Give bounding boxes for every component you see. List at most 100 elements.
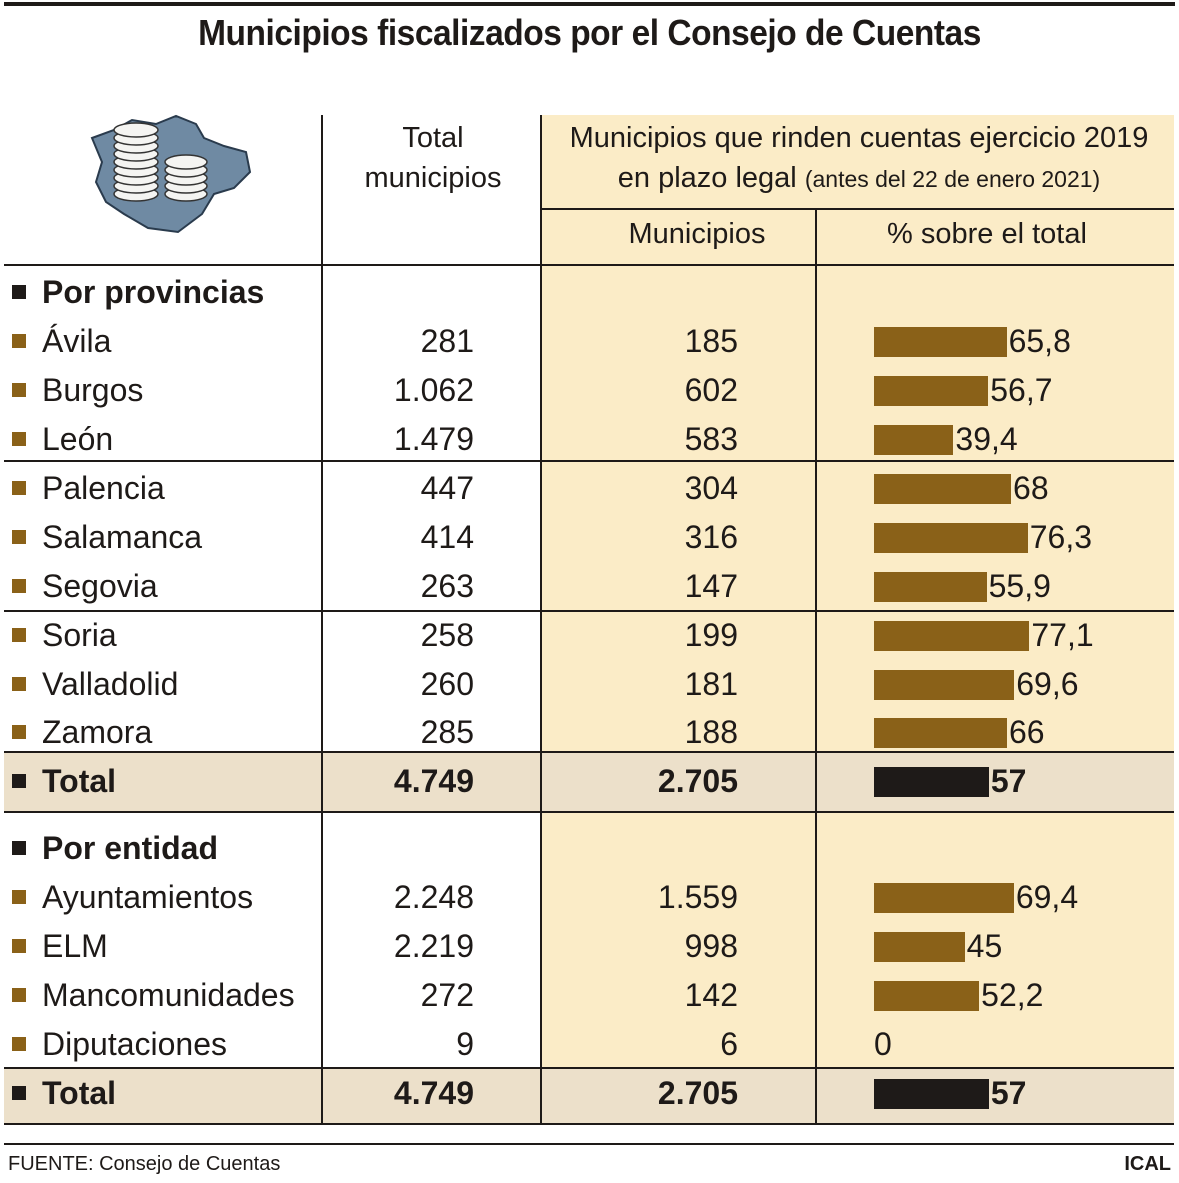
agency-credit: ICAL bbox=[1124, 1153, 1171, 1175]
percent-label: 55,9 bbox=[988, 568, 1051, 604]
municipios-value: 998 bbox=[684, 928, 738, 964]
row-label: Mancomunidades bbox=[42, 977, 295, 1013]
percent-label: 77,1 bbox=[1031, 617, 1094, 653]
rule bbox=[4, 264, 1174, 266]
total-municipios-value: 260 bbox=[420, 666, 474, 702]
table-row: Zamora 285 188 66 bbox=[0, 708, 1179, 756]
header-municipios: Municipios bbox=[628, 218, 766, 250]
table-row: Ayuntamientos 2.248 1.559 69,4 bbox=[0, 873, 1179, 921]
row-label: León bbox=[42, 421, 114, 457]
chart-title: Municipios fiscalizados por el Consejo d… bbox=[198, 12, 981, 53]
row-label: Palencia bbox=[42, 470, 165, 506]
percent-bar bbox=[874, 572, 987, 602]
square-bullet-icon bbox=[12, 890, 26, 904]
total-municipios-value: 2.248 bbox=[393, 879, 474, 915]
row-label: Valladolid bbox=[42, 666, 179, 702]
percent-bar bbox=[874, 981, 980, 1011]
table-row: Burgos 1.062 602 56,7 bbox=[0, 366, 1179, 414]
total-municipios-value: 414 bbox=[420, 519, 474, 555]
table-row: Valladolid 260 181 69,6 bbox=[0, 660, 1179, 708]
rule bbox=[4, 1143, 1174, 1145]
square-bullet-icon bbox=[12, 725, 26, 739]
table-row: Soria 258 199 77,1 bbox=[0, 611, 1179, 659]
percent-label: 66 bbox=[1008, 714, 1045, 750]
municipios-value: 316 bbox=[684, 519, 738, 555]
percent-bar bbox=[874, 376, 989, 406]
row-label: Salamanca bbox=[42, 519, 203, 555]
section-heading-row: Por entidad bbox=[0, 824, 1179, 872]
percent-bar bbox=[874, 767, 989, 797]
rule bbox=[4, 460, 1174, 462]
total-row: Total 4.749 2.705 57 bbox=[0, 1069, 1179, 1117]
total-municipios-value: 263 bbox=[420, 568, 474, 604]
percent-bar bbox=[874, 327, 1007, 357]
percent-label: 57 bbox=[990, 763, 1027, 799]
square-bullet-icon bbox=[12, 628, 26, 642]
municipios-value: 2.705 bbox=[657, 1075, 738, 1111]
rule bbox=[815, 208, 817, 1125]
percent-label: 57 bbox=[990, 1075, 1027, 1111]
table-row: Ávila 281 185 65,8 bbox=[0, 317, 1179, 365]
header-group: Municipios que rinden cuentas ejercicio … bbox=[569, 122, 1149, 194]
row-label: Zamora bbox=[42, 714, 153, 750]
total-municipios-value: 2.219 bbox=[393, 928, 474, 964]
source-note: FUENTE: Consejo de Cuentas bbox=[8, 1153, 281, 1175]
total-municipios-value: 272 bbox=[420, 977, 474, 1013]
percent-label: 45 bbox=[966, 928, 1003, 964]
square-bullet-icon bbox=[12, 579, 26, 593]
square-bullet-icon bbox=[12, 774, 26, 788]
percent-bar bbox=[874, 1079, 989, 1109]
rule bbox=[540, 115, 542, 1125]
percent-label: 69,6 bbox=[1016, 666, 1079, 702]
top-rule bbox=[4, 2, 1175, 6]
table-row: Mancomunidades 272 142 52,2 bbox=[0, 971, 1179, 1019]
percent-label: 68 bbox=[1013, 470, 1049, 506]
municipios-value: 304 bbox=[684, 470, 738, 506]
municipios-value: 147 bbox=[684, 568, 738, 604]
percent-bar bbox=[874, 474, 1012, 504]
square-bullet-icon bbox=[12, 334, 26, 348]
square-bullet-icon bbox=[12, 988, 26, 1002]
total-municipios-value: 1.479 bbox=[393, 421, 474, 457]
section-heading: Por provincias bbox=[42, 274, 265, 310]
table-row: Diputaciones 9 6 0 bbox=[0, 1020, 1179, 1068]
total-municipios-value: 4.749 bbox=[393, 1075, 474, 1111]
row-label: Total bbox=[42, 1075, 117, 1111]
municipios-value: 188 bbox=[684, 714, 738, 750]
total-municipios-value: 258 bbox=[420, 617, 474, 653]
rule bbox=[4, 1123, 1174, 1125]
municipios-value: 2.705 bbox=[657, 763, 738, 799]
row-label: Total bbox=[42, 763, 117, 799]
square-bullet-icon bbox=[12, 481, 26, 495]
municipios-value: 142 bbox=[684, 977, 738, 1013]
percent-bar bbox=[874, 932, 965, 962]
section-heading: Por entidad bbox=[42, 830, 219, 866]
percent-bar bbox=[874, 718, 1007, 748]
square-bullet-icon bbox=[12, 1037, 26, 1051]
square-bullet-icon bbox=[12, 939, 26, 953]
square-bullet-icon bbox=[12, 1086, 26, 1100]
percent-label: 52,2 bbox=[981, 977, 1044, 1013]
percent-bar bbox=[874, 883, 1014, 913]
percent-label: 0 bbox=[874, 1026, 892, 1062]
percent-label: 39,4 bbox=[955, 421, 1018, 457]
rule bbox=[321, 115, 323, 1125]
section-heading-row: Por provincias bbox=[0, 268, 1179, 316]
coins-map-icon bbox=[90, 114, 252, 234]
row-label: Diputaciones bbox=[42, 1026, 227, 1062]
square-bullet-icon bbox=[12, 432, 26, 446]
total-municipios-value: 281 bbox=[420, 323, 474, 359]
total-municipios-value: 9 bbox=[456, 1026, 474, 1062]
rule bbox=[4, 811, 1174, 813]
table-row: León 1.479 583 39,4 bbox=[0, 415, 1179, 463]
municipios-value: 6 bbox=[720, 1026, 738, 1062]
square-bullet-icon bbox=[12, 677, 26, 691]
row-label: Segovia bbox=[42, 568, 158, 604]
municipios-value: 602 bbox=[684, 372, 738, 408]
percent-bar bbox=[874, 621, 1030, 651]
total-municipios-value: 4.749 bbox=[393, 763, 474, 799]
percent-label: 65,8 bbox=[1008, 323, 1071, 359]
header-percent: % sobre el total bbox=[887, 218, 1087, 250]
municipios-value: 199 bbox=[684, 617, 738, 653]
percent-bar bbox=[874, 425, 954, 455]
